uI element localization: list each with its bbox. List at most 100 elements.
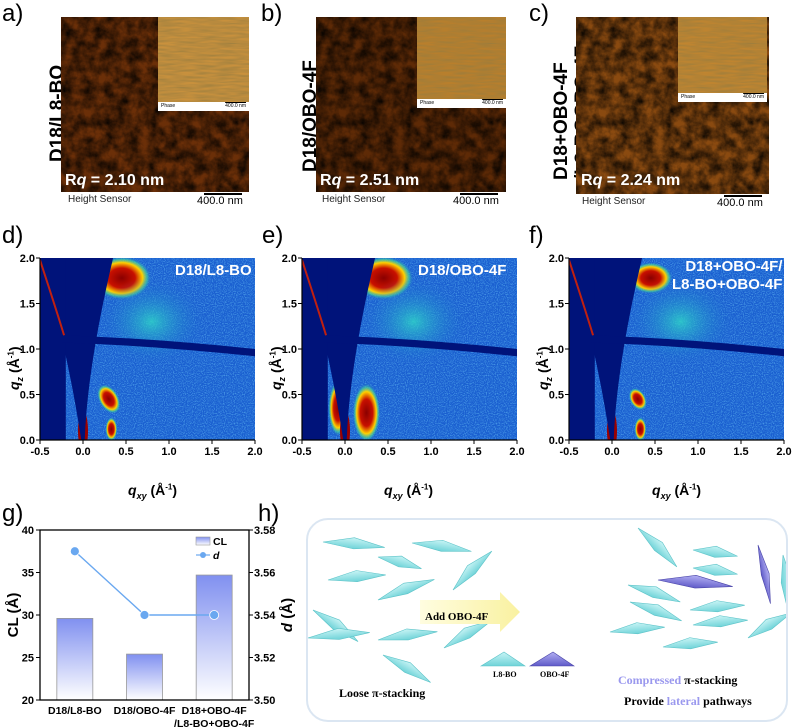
scale-bar-text-c: 400.0 nm xyxy=(717,197,763,209)
y2-tick-label: 3.50 xyxy=(254,695,275,707)
y2-tick-label: 3.56 xyxy=(254,568,275,580)
scale-bar-text-a: 400.0 nm xyxy=(197,195,243,207)
masked-region xyxy=(302,258,328,440)
giwaxs-ylabel-e: qz (Å-1) xyxy=(268,346,287,390)
detector-image xyxy=(302,258,517,440)
l8bo-molecule xyxy=(747,612,786,639)
y-tick-label: 1.0 xyxy=(549,344,564,356)
x-category-label: D18/OBO-4F xyxy=(114,705,176,717)
roughness-value-c: Rq = 2.24 nm xyxy=(581,172,681,189)
edge-streak xyxy=(302,259,328,336)
panel-label-e: e) xyxy=(262,222,284,249)
x-tick-label: 2.0 xyxy=(776,446,791,458)
inset-phase-label-a: Phase xyxy=(161,103,176,109)
l8bo-molecule xyxy=(377,555,422,569)
giwaxs-annotation-e: D18/OBO-4F xyxy=(418,262,507,279)
inset-scale-b: 400.0 nm xyxy=(482,100,503,106)
y2-axis-title: d (Å) xyxy=(279,598,296,632)
x-tick-label: -0.5 xyxy=(31,446,50,458)
d-point xyxy=(139,610,150,620)
y-tick-label: 40 xyxy=(22,525,34,537)
panel-label-f: f) xyxy=(529,222,544,249)
y-tick-label: 0.5 xyxy=(20,390,35,402)
legend-label-l8bo: L8-BO xyxy=(493,670,517,679)
giwaxs-annotation-f: D18+OBO-4F/L8-BO+OBO-4F xyxy=(672,258,783,293)
x-tick-label: 0.5 xyxy=(647,446,662,458)
detector-image xyxy=(569,258,784,440)
giwaxs-annotation-d: D18/L8-BO xyxy=(175,262,252,279)
l8bo-molecule xyxy=(780,554,786,610)
scale-bar-text-b: 400.0 nm xyxy=(453,195,499,207)
l8bo-molecule xyxy=(377,579,435,601)
y-tick-label: 1.5 xyxy=(549,299,564,311)
l8bo-molecule xyxy=(627,584,681,603)
x-category-label: D18/L8-BO xyxy=(48,705,102,717)
panel-label-a: a) xyxy=(2,0,24,27)
giwaxs-plot-f: -0.5 0.0 0.5 1.0 1.5 2.0 0.0 0.5 1.0 1.5 2.0 xyxy=(529,250,794,465)
afm-height-image-c: Phase 400.0 nm Rq = 2.24 nm xyxy=(576,17,769,194)
y-tick-label: 20 xyxy=(22,695,34,707)
y2-tick-label: 3.54 xyxy=(254,610,276,622)
y-tick-label: 35 xyxy=(22,568,34,580)
edge-streak xyxy=(40,259,66,336)
y-tick-label: 0.5 xyxy=(282,390,297,402)
x-tick-label: 1.0 xyxy=(690,446,705,458)
x-tick-label: 1.5 xyxy=(466,446,481,458)
right-arrow-icon xyxy=(420,592,520,632)
panel-label-c: c) xyxy=(529,0,549,27)
y-tick-label: 2.0 xyxy=(549,253,564,265)
giwaxs-svg: -0.5 0.0 0.5 1.0 1.5 2.00.00.51.01.52.0 xyxy=(549,253,792,458)
l8bo-molecule xyxy=(377,628,438,641)
l8bo-molecule xyxy=(662,637,718,650)
giwaxs-svg: -0.5 0.0 0.5 1.0 1.5 2.00.00.51.01.52.0 xyxy=(20,253,263,458)
cl-bar xyxy=(126,653,163,701)
scale-bar-a xyxy=(204,193,242,195)
x-tick-label: 1.0 xyxy=(161,446,176,458)
x-category-label: D18+OBO-4F xyxy=(182,705,248,717)
l8bo-molecule xyxy=(629,601,682,622)
inset-phase-label-b: Phase xyxy=(420,100,435,106)
x-tick-label: 2.0 xyxy=(509,446,524,458)
legend-swatch-cl xyxy=(195,536,211,546)
l8bo-molecule xyxy=(637,527,678,568)
height-sensor-label-b: Height Sensor xyxy=(322,194,386,205)
y-tick-label: 0.0 xyxy=(20,435,35,447)
height-sensor-label-c: Height Sensor xyxy=(582,196,646,207)
scale-bar-c xyxy=(724,195,762,197)
x-tick-label: 0.0 xyxy=(75,446,90,458)
detector-gap xyxy=(61,335,255,357)
inset-scale-a: 400.0 nm xyxy=(225,103,246,109)
legend-marker-d xyxy=(200,552,206,558)
roughness-value-a: Rq = 2.10 nm xyxy=(65,172,165,189)
obo4f-legend-shape xyxy=(528,651,575,667)
afm-height-image-b: Phase 400.0 nm Rq = 2.51 nm xyxy=(316,17,506,192)
d-line xyxy=(74,550,215,616)
x-tick-label: 0.0 xyxy=(604,446,619,458)
right-caption-2: Provide lateral pathways xyxy=(624,694,752,708)
scale-bar-b xyxy=(460,193,498,195)
giwaxs-plot-d: -0.5 0.0 0.5 1.0 1.5 2.0 0.0 0.5 1.0 1.5 2.0 xyxy=(0,250,265,465)
y-tick-label: 1.0 xyxy=(282,344,297,356)
cl-d-bar-line-chart: 20 25 30 35 40 3.50 3.52 3.54 3.56 3.58 D18/L8-BO D… xyxy=(5,525,296,728)
x-tick-label: 1.0 xyxy=(423,446,438,458)
y-axis-title: CL (Å) xyxy=(5,593,22,638)
giwaxs-xlabel-e: qxy (Å-1) xyxy=(384,482,434,501)
l8bo-molecule xyxy=(609,622,665,635)
lamellar-peak xyxy=(628,387,647,411)
l8bo-molecule xyxy=(382,654,431,683)
d-point xyxy=(69,546,80,557)
masked-region xyxy=(569,258,595,440)
x-tick-label: 0.5 xyxy=(380,446,395,458)
detector-gap xyxy=(590,335,784,357)
detector-image xyxy=(40,258,255,440)
l8bo-molecule xyxy=(692,545,738,558)
stacking-scheme: Add OBO-4F Loose π-stacking L8-BO OBO-4F… xyxy=(306,518,788,722)
y2-tick-label: 3.52 xyxy=(254,653,275,665)
right-caption-1: Compressed π-stacking xyxy=(618,673,738,687)
giwaxs-plot-e: -0.5 0.0 0.5 1.0 1.5 2.0 0.0 0.5 1.0 1.5 2.0 xyxy=(262,250,527,465)
y-tick-label: 1.5 xyxy=(20,299,35,311)
giwaxs-ylabel-f: qz (Å-1) xyxy=(535,346,554,390)
afm-phase-inset-c: Phase 400.0 nm xyxy=(678,17,767,102)
l8bo-molecule xyxy=(308,628,370,640)
edge-streak xyxy=(569,259,595,336)
